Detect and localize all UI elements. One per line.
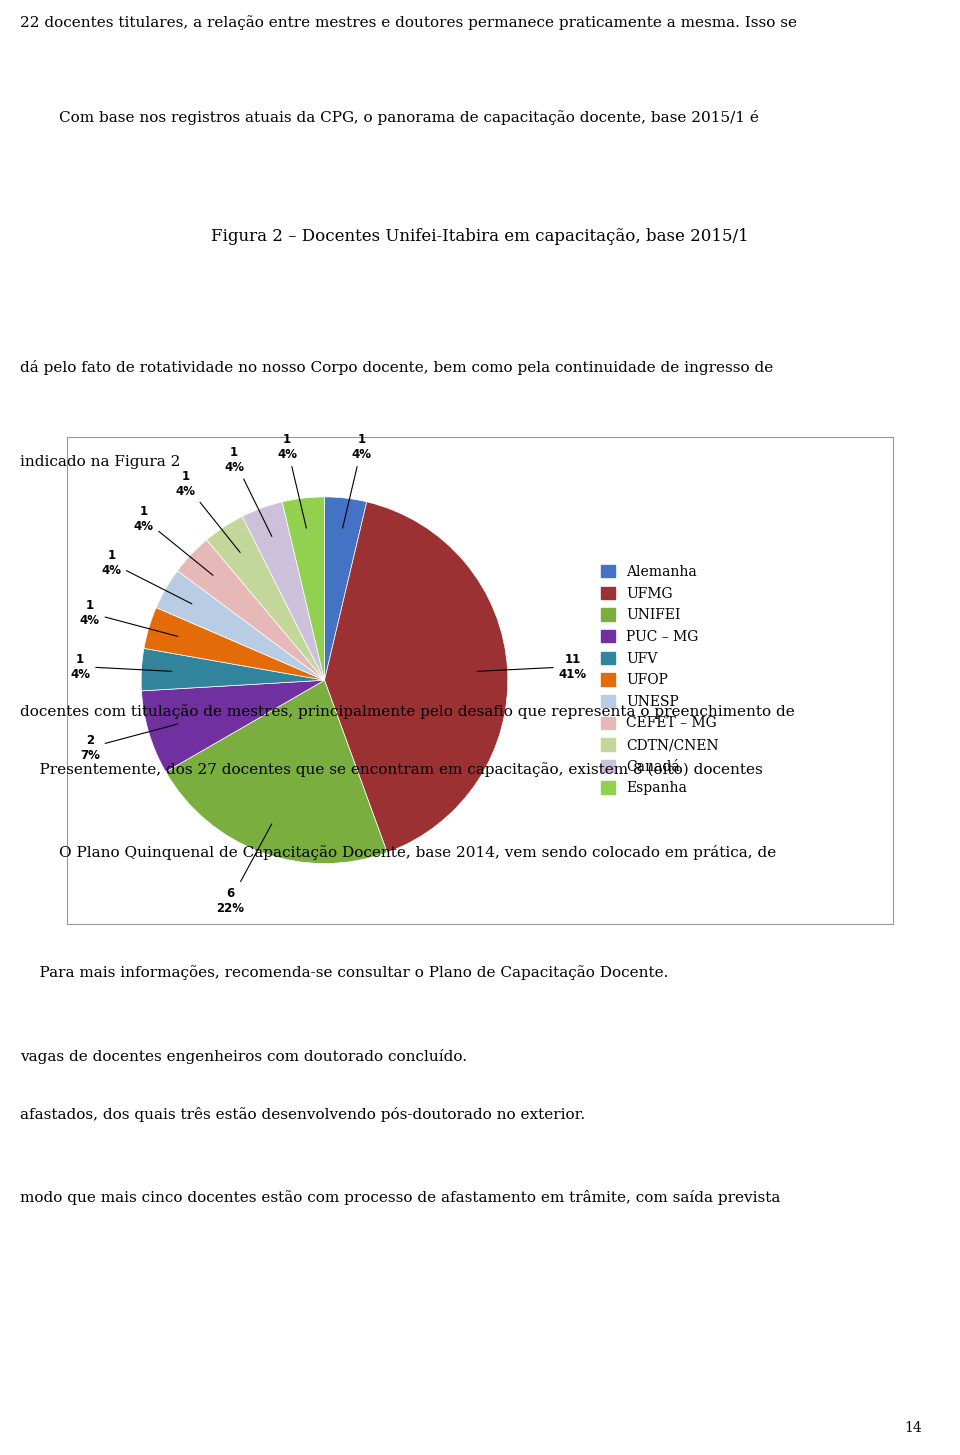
Text: 1
4%: 1 4% <box>225 445 272 537</box>
Text: 1
4%: 1 4% <box>133 505 213 575</box>
Wedge shape <box>324 498 367 681</box>
Text: docentes com titulação de mestres, principalmente pelo desafio que representa o : docentes com titulação de mestres, princ… <box>20 704 795 719</box>
Wedge shape <box>324 502 508 853</box>
Text: 1
4%: 1 4% <box>176 470 240 553</box>
Wedge shape <box>144 608 324 681</box>
Text: 1
4%: 1 4% <box>70 653 172 681</box>
Text: 1
4%: 1 4% <box>277 434 306 528</box>
Wedge shape <box>141 649 324 691</box>
Text: modo que mais cinco docentes estão com processo de afastamento em trâmite, com s: modo que mais cinco docentes estão com p… <box>20 1190 780 1205</box>
Text: 22 docentes titulares, a relação entre mestres e doutores permanece praticamente: 22 docentes titulares, a relação entre m… <box>20 15 797 31</box>
Text: 11
41%: 11 41% <box>477 653 587 681</box>
Text: O Plano Quinquenal de Capacitação Docente, base 2014, vem sendo colocado em prát: O Plano Quinquenal de Capacitação Docent… <box>20 845 777 860</box>
Wedge shape <box>282 498 324 681</box>
Wedge shape <box>178 540 324 681</box>
Text: Para mais informações, recomenda-se consultar o Plano de Capacitação Docente.: Para mais informações, recomenda-se cons… <box>20 965 668 979</box>
Text: Presentemente, dos 27 docentes que se encontram em capacitação, existem 8 (oito): Presentemente, dos 27 docentes que se en… <box>20 762 763 777</box>
Text: 6
22%: 6 22% <box>216 824 272 915</box>
Text: Com base nos registros atuais da CPG, o panorama de capacitação docente, base 20: Com base nos registros atuais da CPG, o … <box>20 111 758 125</box>
Text: 14: 14 <box>904 1422 922 1435</box>
Text: Figura 2 – Docentes Unifei-Itabira em capacitação, base 2015/1: Figura 2 – Docentes Unifei-Itabira em ca… <box>211 228 749 244</box>
Text: 1
4%: 1 4% <box>80 599 178 636</box>
Wedge shape <box>156 570 324 681</box>
Text: afastados, dos quais três estão desenvolvendo pós-doutorado no exterior.: afastados, dos quais três estão desenvol… <box>20 1107 586 1122</box>
Wedge shape <box>206 517 324 681</box>
Text: indicado na Figura 2: indicado na Figura 2 <box>20 454 180 469</box>
Text: 2
7%: 2 7% <box>80 725 178 761</box>
Legend: Alemanha, UFMG, UNIFEI, PUC – MG, UFV, UFOP, UNESP, CEFET – MG, CDTN/CNEN, Canad: Alemanha, UFMG, UNIFEI, PUC – MG, UFV, U… <box>597 560 723 800</box>
Text: 1
4%: 1 4% <box>343 434 372 528</box>
Wedge shape <box>166 681 387 863</box>
Text: dá pelo fato de rotatividade no nosso Corpo docente, bem como pela continuidade : dá pelo fato de rotatividade no nosso Co… <box>20 359 773 374</box>
Wedge shape <box>141 681 324 773</box>
Text: vagas de docentes engenheiros com doutorado concluído.: vagas de docentes engenheiros com doutor… <box>20 1049 467 1064</box>
Text: 1
4%: 1 4% <box>101 549 192 604</box>
Wedge shape <box>242 502 324 681</box>
